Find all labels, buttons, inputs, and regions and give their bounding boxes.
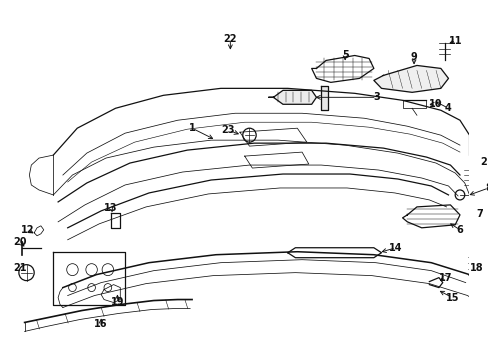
Text: 19: 19: [110, 297, 124, 306]
Text: 18: 18: [469, 263, 483, 273]
Polygon shape: [268, 90, 316, 104]
Text: 16: 16: [94, 319, 108, 329]
Text: 3: 3: [373, 92, 379, 102]
Text: 14: 14: [388, 243, 402, 253]
Text: 15: 15: [445, 293, 458, 302]
Text: 17: 17: [438, 273, 451, 283]
Text: 7: 7: [476, 209, 483, 219]
Text: 8: 8: [484, 183, 488, 193]
Text: 12: 12: [20, 225, 34, 235]
Text: 2: 2: [480, 157, 486, 167]
Text: 9: 9: [410, 53, 417, 63]
Text: 1: 1: [188, 123, 195, 133]
Text: 20: 20: [13, 237, 26, 247]
Text: 11: 11: [448, 36, 462, 46]
Text: 21: 21: [13, 263, 26, 273]
Text: 10: 10: [428, 99, 442, 109]
Text: 23: 23: [221, 125, 235, 135]
Text: 4: 4: [444, 103, 451, 113]
Text: 6: 6: [456, 225, 463, 235]
Polygon shape: [321, 86, 327, 110]
Polygon shape: [373, 66, 447, 92]
Text: 13: 13: [104, 203, 117, 213]
Text: 5: 5: [341, 50, 348, 60]
Text: 22: 22: [223, 33, 237, 44]
